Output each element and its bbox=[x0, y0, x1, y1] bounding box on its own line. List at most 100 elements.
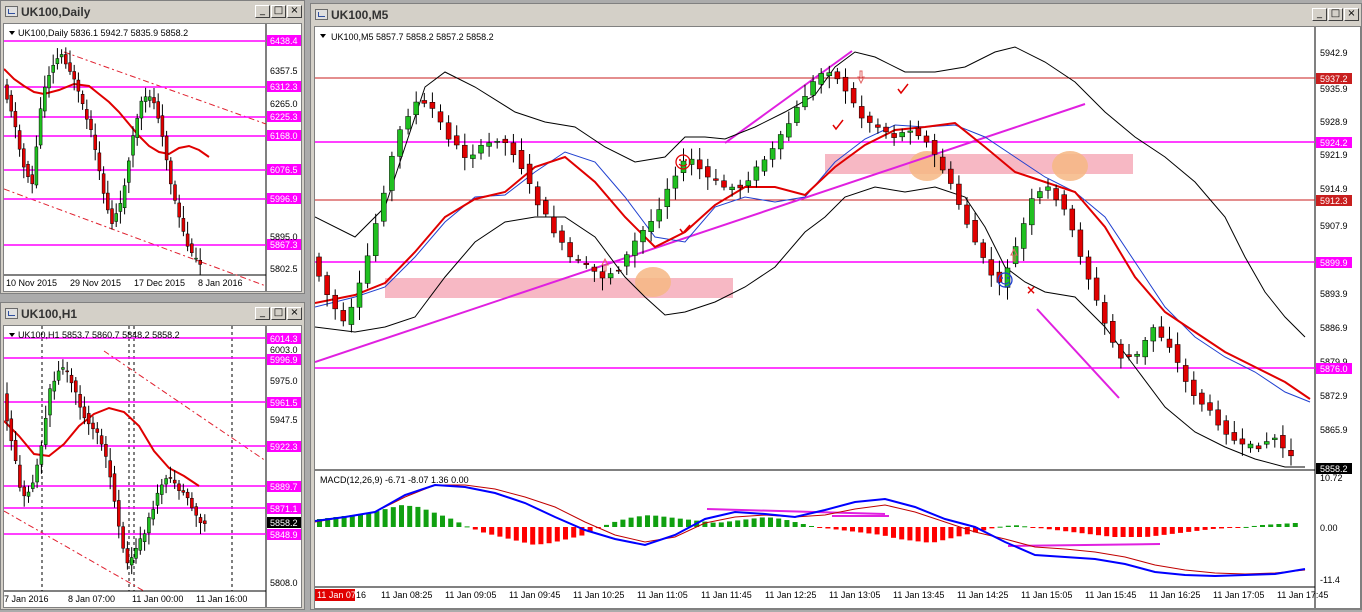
macd-histogram-bar bbox=[841, 527, 847, 531]
candle-body bbox=[131, 135, 135, 156]
candle-body bbox=[1061, 194, 1067, 210]
macd-histogram-bar bbox=[686, 519, 691, 527]
candle-body bbox=[155, 492, 160, 506]
candle-body bbox=[591, 266, 598, 272]
macd-histogram-bar bbox=[374, 511, 380, 527]
h1-candles bbox=[5, 359, 207, 575]
h1-info-line: UK100,H1 5853.7 5860.7 5848.2 5858.2 bbox=[18, 330, 180, 340]
m5-chart-area[interactable]: × 5942.9 5937.2 5935.9 5928.9 5924.2 bbox=[314, 26, 1361, 609]
restore-button[interactable]: □ bbox=[271, 5, 286, 18]
macd-histogram-bar bbox=[1128, 527, 1134, 537]
candle-body bbox=[148, 96, 152, 101]
m5-level-5912: 5912.3 bbox=[1320, 196, 1348, 206]
chevron-down-icon bbox=[9, 333, 15, 337]
h1-chart-svg: 6014.3 6003.0 5996.9 5975.0 5961.5 5947.… bbox=[4, 326, 301, 607]
candle-body bbox=[810, 81, 816, 96]
m5-titlebar[interactable]: UK100,M5 _ □ × bbox=[313, 6, 1359, 23]
macd-histogram-bar bbox=[456, 522, 462, 527]
daily-level-6312: 6312.3 bbox=[270, 82, 298, 92]
candle-body bbox=[858, 106, 865, 119]
candle-body bbox=[52, 380, 57, 392]
candle-body bbox=[518, 150, 525, 169]
macd-histogram-bar bbox=[399, 505, 404, 527]
macd-signal-line bbox=[315, 484, 1306, 575]
m5-time-label-10: 11 Jan 14:25 bbox=[957, 590, 1008, 600]
check-icon bbox=[832, 119, 844, 131]
minimize-button[interactable]: _ bbox=[255, 5, 270, 18]
macd-histogram-bar bbox=[1202, 527, 1208, 530]
candle-body bbox=[190, 498, 194, 509]
h1-chart-window[interactable]: UK100,H1 _ □ × bbox=[0, 302, 305, 610]
macd-histogram-bar bbox=[735, 520, 741, 527]
candle-body bbox=[143, 96, 148, 102]
macd-histogram-bar bbox=[702, 521, 708, 527]
candle-body bbox=[76, 79, 81, 92]
daily-level-6225: 6225.3 bbox=[270, 112, 298, 122]
close-button[interactable]: × bbox=[1344, 8, 1359, 21]
daily-titlebar[interactable]: UK100,Daily _ □ × bbox=[3, 3, 302, 20]
candle-body bbox=[93, 134, 97, 150]
macd-histogram-bar bbox=[956, 527, 962, 537]
macd-histogram-bar bbox=[333, 517, 339, 527]
chart-window-icon bbox=[5, 308, 18, 319]
daily-chart-area[interactable]: 6438.4 6357.5 6312.3 6265.0 6225.3 6168.… bbox=[3, 23, 302, 292]
candle-body bbox=[672, 175, 679, 189]
macd-histogram-bar bbox=[817, 527, 823, 528]
macd-histogram-bar bbox=[989, 527, 995, 529]
close-button[interactable]: × bbox=[287, 5, 302, 18]
daily-time-label-2: 17 Dec 2015 bbox=[134, 278, 185, 288]
candle-body bbox=[543, 200, 549, 215]
candle-body bbox=[177, 202, 181, 218]
h1-titlebar[interactable]: UK100,H1 _ □ × bbox=[3, 305, 302, 322]
restore-button[interactable]: □ bbox=[271, 307, 286, 320]
candle-body bbox=[47, 75, 51, 89]
daily-level-6438-tag bbox=[267, 35, 301, 46]
candle-body bbox=[1069, 208, 1076, 231]
candle-body bbox=[203, 520, 207, 524]
m5-time-label-7: 11 Jan 12:25 bbox=[765, 590, 816, 600]
candle-body bbox=[356, 282, 363, 308]
macd-histogram-bar bbox=[1030, 527, 1036, 528]
minimize-button[interactable]: _ bbox=[255, 307, 270, 320]
candle-body bbox=[397, 129, 403, 157]
candle-body bbox=[91, 422, 95, 430]
h1-chart-area[interactable]: 6014.3 6003.0 5996.9 5975.0 5961.5 5947.… bbox=[3, 325, 302, 608]
candle-body bbox=[389, 155, 395, 191]
macd-histogram-bar bbox=[850, 527, 855, 532]
candle-body bbox=[648, 221, 654, 232]
macd-histogram-bar bbox=[1005, 525, 1011, 527]
minimize-button[interactable]: _ bbox=[1312, 8, 1327, 21]
macd-histogram-bar bbox=[464, 526, 470, 528]
daily-chart-window[interactable]: UK100,Daily _ □ × bbox=[0, 0, 305, 294]
m5-chart-window[interactable]: UK100,M5 _ □ × bbox=[310, 3, 1362, 610]
macd-scale-zero: 0.00 bbox=[1320, 523, 1338, 533]
m5-time-label-0: 11 Jan 07:45 bbox=[317, 590, 368, 600]
macd-histogram-bar bbox=[358, 514, 363, 527]
candle-body bbox=[899, 132, 905, 138]
macd-histogram-bar bbox=[964, 527, 970, 535]
candle-body bbox=[1118, 343, 1124, 359]
candle-body bbox=[559, 230, 565, 243]
macd-histogram-bar bbox=[349, 515, 355, 527]
candle-body bbox=[85, 109, 89, 120]
candle-body bbox=[1239, 438, 1246, 445]
candle-body bbox=[1207, 402, 1213, 411]
h1-title: UK100,H1 bbox=[21, 306, 78, 321]
candle-body bbox=[172, 479, 177, 484]
macd-histogram-bar bbox=[407, 505, 413, 527]
macd-histogram-bar bbox=[661, 516, 667, 527]
macd-histogram-bar bbox=[833, 527, 839, 530]
m5-axis-5935: 5935.9 bbox=[1320, 84, 1348, 94]
candle-body bbox=[1029, 198, 1035, 226]
restore-button[interactable]: □ bbox=[1328, 8, 1343, 21]
macd-histogram-bar bbox=[481, 527, 486, 533]
macd-histogram-bar bbox=[522, 527, 527, 543]
macd-histogram-bar bbox=[923, 527, 929, 543]
candle-body bbox=[316, 256, 322, 277]
close-button[interactable]: × bbox=[287, 307, 302, 320]
candle-body bbox=[607, 273, 614, 279]
candle-body bbox=[147, 517, 151, 534]
daily-level-6438: 6438.4 bbox=[270, 36, 298, 46]
candle-body bbox=[696, 159, 703, 170]
candle-body bbox=[110, 208, 114, 224]
